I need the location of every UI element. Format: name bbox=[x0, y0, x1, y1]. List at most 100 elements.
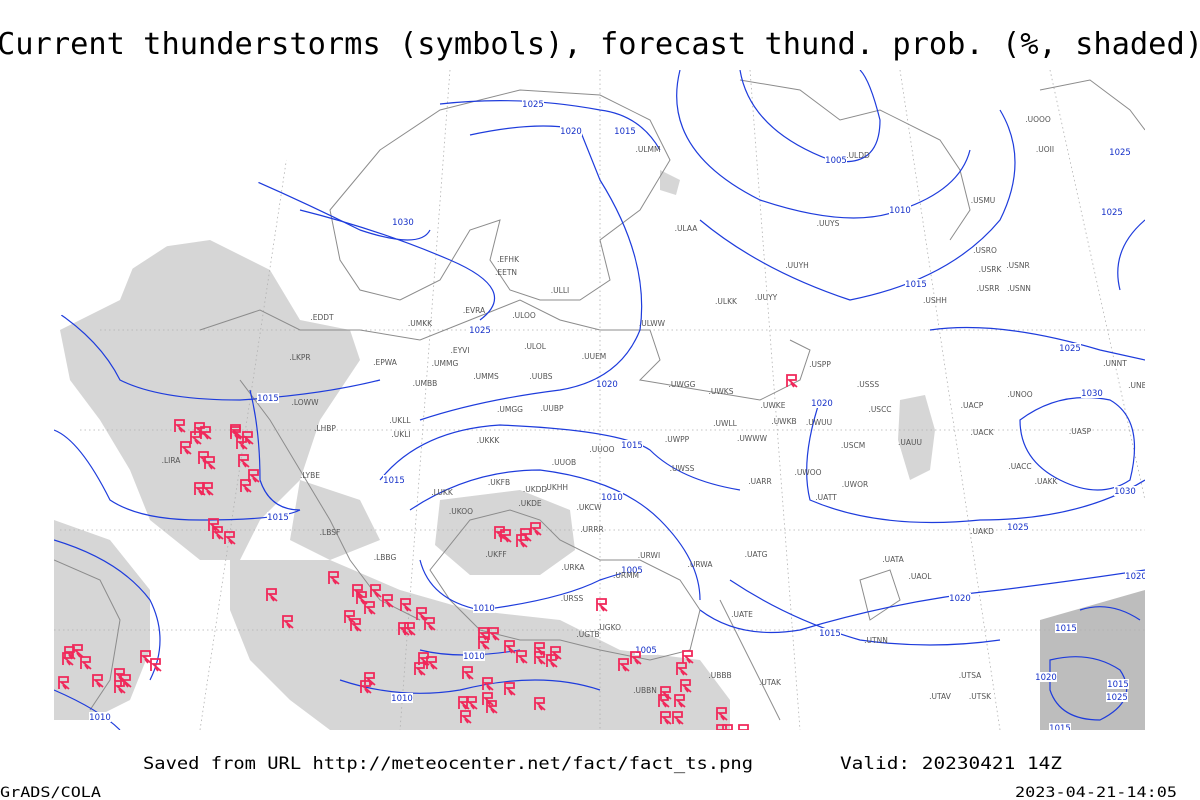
isobar-label: 1025 bbox=[522, 100, 544, 110]
thunderstorm-symbol bbox=[356, 591, 368, 605]
station-label: .UMMS bbox=[473, 372, 499, 381]
isobar-label-bg bbox=[1055, 623, 1077, 633]
thunderstorm-symbol bbox=[382, 594, 394, 608]
thunderstorm-symbol bbox=[722, 724, 734, 730]
isobar-label: 1025 bbox=[469, 326, 491, 336]
station-label: .ULOO bbox=[512, 311, 536, 320]
thunderstorm-symbol bbox=[174, 419, 186, 433]
thunderstorm-symbol bbox=[114, 680, 126, 694]
isobar-label: 1020 bbox=[811, 399, 833, 409]
isobar-label-bg bbox=[1109, 147, 1131, 157]
source-url: Saved from URL http://meteocenter.net/fa… bbox=[143, 754, 753, 774]
isobar-label: 1020 bbox=[1125, 572, 1147, 582]
station-label: .UWLL bbox=[713, 419, 737, 428]
isobar-label: 1015 bbox=[614, 127, 636, 137]
isobar-label-bg bbox=[1101, 207, 1123, 217]
station-label: .UMBB bbox=[413, 379, 438, 388]
isobar-label-bg bbox=[596, 379, 618, 389]
station-label: .USMU bbox=[971, 196, 996, 205]
thunderstorm-symbol bbox=[194, 482, 206, 496]
isobar-label-bg bbox=[560, 126, 582, 136]
station-label: .URWI bbox=[638, 551, 660, 560]
station-label: .UTSA bbox=[959, 671, 982, 680]
isobar-label: 1020 bbox=[560, 127, 582, 137]
station-label: .UTSK bbox=[969, 692, 992, 701]
station-label: .LKPR bbox=[289, 353, 310, 362]
thunderstorm-symbol bbox=[202, 482, 214, 496]
station-label: .UNOO bbox=[1007, 390, 1032, 399]
isobar-label: 1015 bbox=[819, 629, 841, 639]
isobar-label-bg bbox=[1114, 486, 1136, 496]
station-label: .UTAK bbox=[759, 678, 782, 687]
station-label: .LBSF bbox=[320, 528, 341, 537]
isobar-label-bg bbox=[391, 693, 413, 703]
station-label: .UBBN bbox=[633, 686, 657, 695]
thunderstorm-symbol bbox=[248, 469, 260, 483]
station-label: .USRK bbox=[979, 265, 1003, 274]
station-label: .UWKB bbox=[771, 417, 796, 426]
isobar-label-bg bbox=[522, 99, 544, 109]
thunderstorm-symbols bbox=[58, 374, 798, 730]
station-label: .UUBP bbox=[540, 404, 564, 413]
isobar-label-bg bbox=[469, 325, 491, 335]
isobar-label: 1005 bbox=[825, 156, 847, 166]
valid-time: Valid: 20230421 14Z bbox=[840, 754, 1062, 774]
thunderstorm-symbol bbox=[680, 679, 692, 693]
thunderstorm-symbol bbox=[716, 707, 728, 721]
station-label: .UWKE bbox=[761, 401, 786, 410]
isobar-label: 1020 bbox=[949, 594, 971, 604]
thunderstorm-symbol bbox=[212, 526, 224, 540]
station-label: .LUKK bbox=[431, 488, 454, 497]
thunderstorm-symbol bbox=[674, 694, 686, 708]
thunderstorm-symbol bbox=[546, 654, 558, 668]
thunderstorm-symbol bbox=[738, 724, 750, 730]
station-label: .UNNT bbox=[1103, 359, 1127, 368]
station-label: .UUOO bbox=[589, 445, 614, 454]
station-label: .UATT bbox=[815, 493, 837, 502]
station-label: .UMMG bbox=[432, 359, 459, 368]
station-label: .URSS bbox=[561, 594, 584, 603]
thunderstorm-symbol bbox=[426, 656, 438, 670]
thunderstorm-symbol bbox=[350, 618, 362, 632]
thunderstorm-symbol bbox=[488, 627, 500, 641]
isobar-label: 1030 bbox=[392, 218, 414, 228]
thunderstorm-symbol bbox=[672, 711, 684, 725]
station-label: .ULWW bbox=[639, 319, 666, 328]
thunderstorm-symbol bbox=[240, 479, 252, 493]
thunderstorm-symbol bbox=[786, 374, 798, 388]
thunderstorm-symbol bbox=[282, 615, 294, 629]
station-label: .ULOL bbox=[524, 342, 547, 351]
station-label: .ULMM bbox=[636, 145, 661, 154]
isobar-label: 1015 bbox=[1049, 724, 1071, 734]
isobar-label-bg bbox=[889, 205, 911, 215]
station-label: .ULAA bbox=[675, 224, 699, 233]
station-label: .UWWW bbox=[737, 434, 768, 443]
isobar-label: 1025 bbox=[1109, 148, 1131, 158]
thunderstorm-symbol bbox=[238, 454, 250, 468]
station-label: .UWGG bbox=[669, 380, 696, 389]
isobar-label-bg bbox=[1081, 388, 1103, 398]
station-label: .UTNN bbox=[864, 636, 888, 645]
station-label: .USRO bbox=[973, 246, 997, 255]
thunderstorm-symbol bbox=[58, 676, 70, 690]
station-label: .ULLI bbox=[551, 286, 569, 295]
station-label: .UAUU bbox=[898, 438, 922, 447]
station-label: .URMM bbox=[613, 571, 639, 580]
thunderstorm-symbol bbox=[416, 607, 428, 621]
isobar-label: 1010 bbox=[391, 694, 413, 704]
thunderstorm-symbol bbox=[458, 696, 470, 710]
station-label: .UMKK bbox=[408, 319, 433, 328]
station-label: .UKDD bbox=[523, 485, 548, 494]
station-label: .UOOO bbox=[1025, 115, 1051, 124]
isobar-label-bg bbox=[473, 603, 495, 613]
thunderstorm-symbol bbox=[504, 640, 516, 654]
station-label: .UKDE bbox=[518, 499, 542, 508]
isobar-label: 1025 bbox=[1101, 208, 1123, 218]
thunderstorm-symbol bbox=[596, 598, 608, 612]
station-label: .USNN bbox=[1007, 284, 1031, 293]
isobar-label-bg bbox=[601, 492, 623, 502]
thunderstorm-symbol bbox=[360, 680, 372, 694]
isobar-label: 1005 bbox=[635, 646, 657, 656]
thunderstorm-symbol bbox=[618, 658, 630, 672]
